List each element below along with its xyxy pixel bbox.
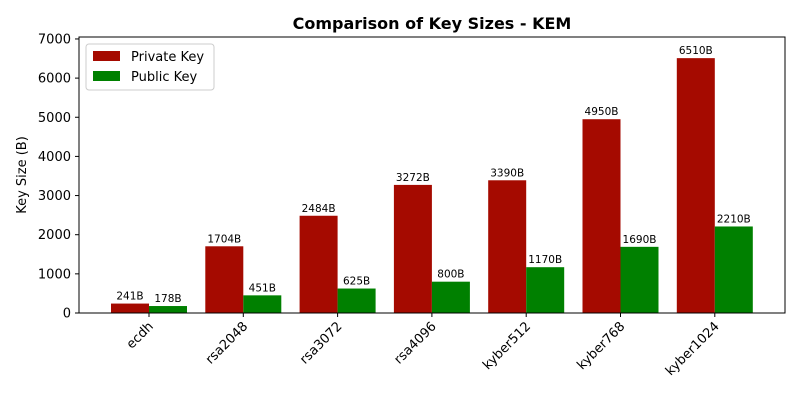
public-key-legend-label: Public Key: [131, 70, 197, 85]
chart-title: Comparison of Key Sizes - KEM: [293, 14, 572, 33]
y-tick-label: 6000: [38, 72, 71, 87]
public-key-data-label: 625B: [343, 276, 370, 288]
private-key-bar: [111, 303, 149, 313]
private-key-data-label: 6510B: [679, 45, 713, 57]
public-key-bar: [431, 281, 470, 313]
x-tick-label: rsa3072: [297, 319, 345, 367]
y-tick-label: 0: [63, 307, 71, 322]
x-tick-label: kyber768: [574, 319, 628, 373]
y-tick-label: 2000: [38, 228, 71, 243]
private-key-bar: [205, 246, 244, 313]
private-key-data-label: 4950B: [585, 106, 619, 118]
x-tick-label: ecdh: [124, 319, 157, 352]
private-key-data-label: 3390B: [490, 167, 524, 179]
public-key-data-label: 2210B: [717, 213, 751, 225]
y-tick-label: 3000: [38, 189, 71, 204]
private-key-bar: [676, 58, 715, 313]
private-key-legend-swatch: [93, 51, 120, 61]
private-key-legend-label: Private Key: [131, 50, 204, 65]
public-key-bar: [149, 306, 187, 313]
public-key-data-label: 1690B: [623, 234, 657, 246]
private-key-data-label: 3272B: [396, 172, 430, 184]
legend: Private Key Public Key: [85, 43, 215, 91]
public-key-data-label: 1170B: [528, 254, 562, 266]
private-key-bar: [582, 119, 621, 313]
y-tick-label: 4000: [38, 150, 71, 165]
public-key-data-label: 451B: [249, 282, 276, 294]
x-tick-label: kyber512: [480, 319, 534, 373]
private-key-bar: [393, 184, 432, 313]
private-key-data-label: 241B: [116, 291, 143, 303]
private-key-bar: [299, 215, 338, 313]
plot-frame: [78, 36, 786, 314]
y-tick-label: 7000: [38, 32, 71, 47]
y-axis-label: Key Size (B): [15, 136, 30, 214]
public-key-bar: [337, 288, 376, 313]
public-key-bar: [526, 267, 565, 313]
private-key-data-label: 1704B: [207, 233, 241, 245]
public-key-bar: [620, 246, 659, 313]
public-key-bar: [714, 226, 753, 313]
private-key-bar: [488, 180, 527, 313]
y-tick-label: 1000: [38, 267, 71, 282]
y-tick-label: 5000: [38, 111, 71, 126]
public-key-bar: [243, 295, 282, 313]
public-key-data-label: 800B: [437, 269, 464, 281]
public-key-data-label: 178B: [154, 293, 181, 305]
x-tick-label: kyber1024: [663, 319, 723, 379]
public-key-legend-swatch: [93, 71, 120, 81]
private-key-data-label: 2484B: [302, 203, 336, 215]
x-tick-label: rsa2048: [203, 319, 251, 367]
x-tick-label: rsa4096: [392, 319, 440, 367]
